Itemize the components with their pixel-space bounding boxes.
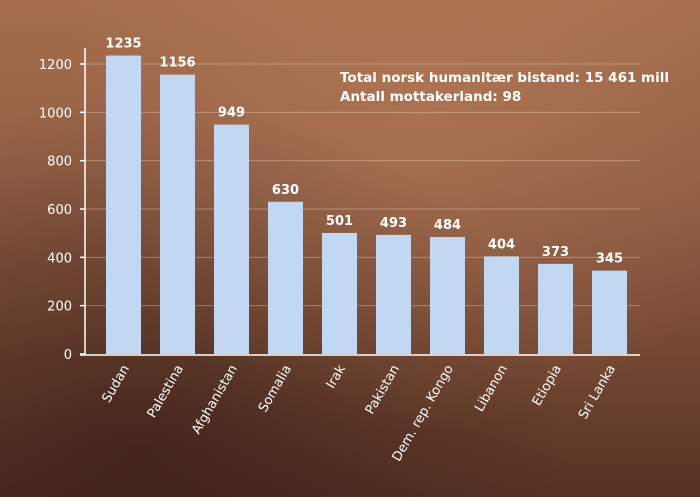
data-label: 404: [488, 237, 515, 252]
x-tick-label: Libanon: [472, 363, 511, 415]
bar: [268, 201, 303, 354]
x-tick-label: Pakistan: [363, 363, 403, 418]
y-tick-label: 600: [47, 203, 72, 218]
bar: [592, 270, 627, 354]
data-label: 949: [218, 106, 245, 121]
data-label: 493: [380, 216, 407, 231]
data-label: 1235: [105, 37, 141, 52]
bar: [214, 124, 249, 355]
y-tick-label: 800: [47, 155, 72, 170]
x-tick-label: Dem. rep. Kongo: [390, 362, 457, 464]
bar: [376, 234, 411, 354]
annotation-total: Total norsk humanitær bistand: 15 461 mi…: [340, 70, 669, 86]
data-label: 345: [596, 252, 623, 267]
data-label: 501: [326, 214, 353, 229]
data-label: 1156: [159, 56, 195, 71]
data-label: 630: [272, 183, 299, 198]
y-tick-label: 0: [64, 348, 72, 363]
y-tick-label: 1000: [39, 106, 72, 121]
y-tick-label: 1200: [39, 58, 72, 73]
data-label: 373: [542, 245, 569, 260]
data-label: 484: [434, 218, 461, 233]
bar: [538, 263, 573, 354]
y-tick-label: 200: [47, 300, 72, 315]
x-tick-label: Etiopia: [530, 363, 565, 409]
x-tick-label: Afghanistan: [189, 363, 241, 438]
bar: [322, 232, 357, 354]
x-tick-label: Palestina: [145, 363, 187, 421]
annotation-count: Antall mottakerland: 98: [340, 89, 521, 105]
x-tick-label: Irak: [324, 362, 350, 391]
bar: [106, 55, 141, 355]
x-tick-label: Sri Lanka: [576, 363, 619, 423]
x-tick-label: Sudan: [99, 363, 132, 406]
bar: [430, 237, 465, 354]
y-tick-label: 400: [47, 251, 72, 266]
bar: [160, 74, 195, 354]
x-tick-label: Somalia: [256, 363, 295, 416]
bar: [484, 256, 519, 354]
